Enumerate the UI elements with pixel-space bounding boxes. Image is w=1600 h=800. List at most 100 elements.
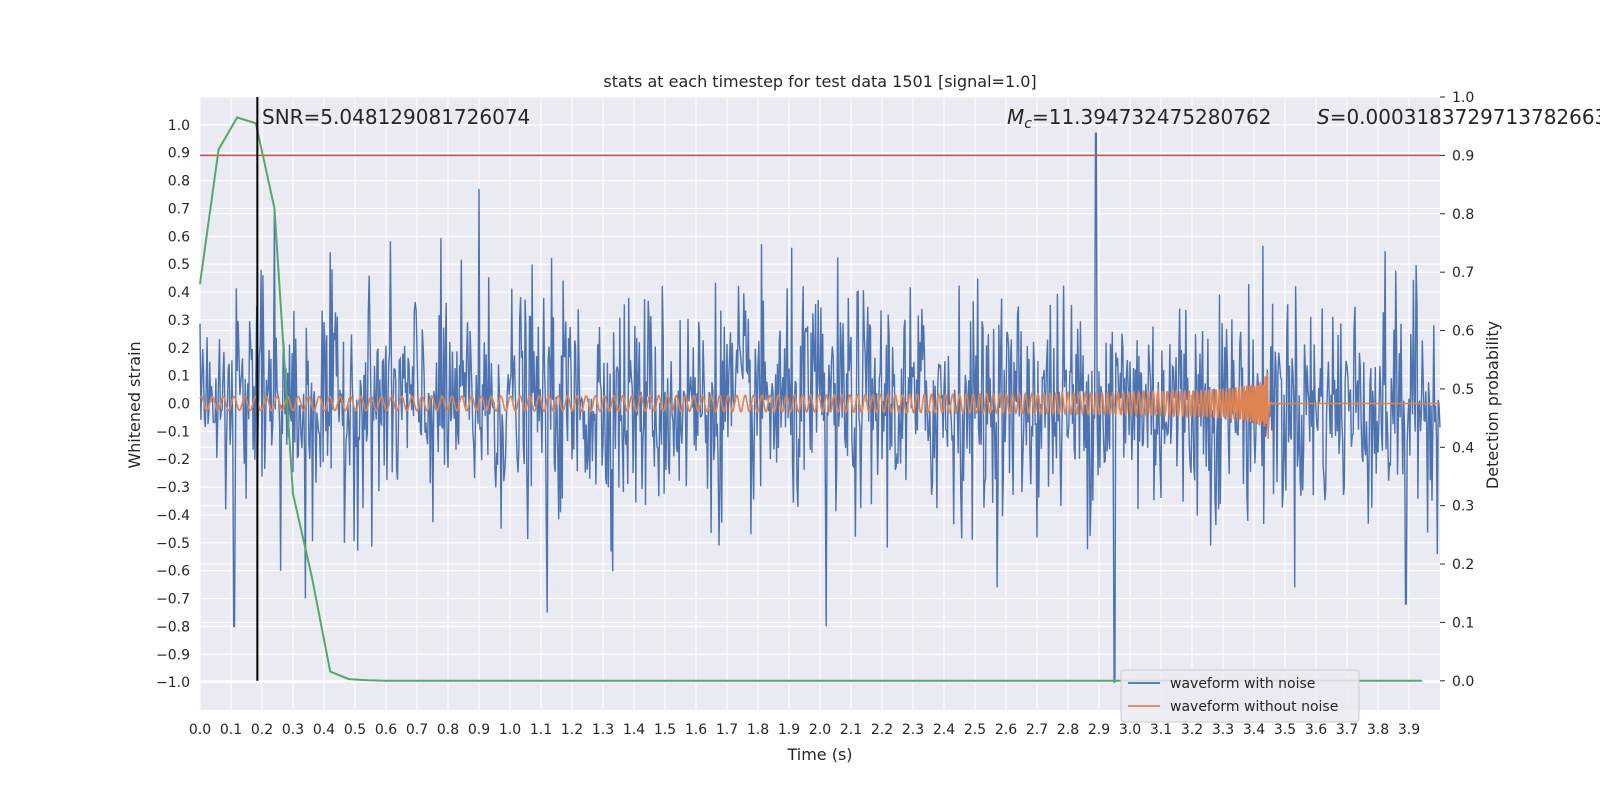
x-tick-label: 1.4 — [623, 722, 645, 738]
x-tick-label: 2.3 — [902, 722, 924, 738]
x-tick-label: 1.0 — [499, 722, 521, 738]
detection-probability-point — [1420, 680, 1423, 682]
s-symbol: S — [1317, 105, 1330, 129]
y-tick-label: −0.8 — [156, 619, 190, 635]
x-tick-label: 0.2 — [251, 722, 273, 738]
x-tick-label: 3.8 — [1367, 722, 1389, 738]
detection-probability-point — [664, 680, 666, 682]
x-axis-label: Time (s) — [786, 745, 852, 764]
y-right-tick-label: 0.0 — [1452, 674, 1474, 690]
y-right-tick-label: 1.0 — [1452, 90, 1474, 106]
x-tick-label: 2.4 — [933, 722, 955, 738]
detection-probability-point — [329, 670, 332, 673]
x-tick-label: 3.0 — [1119, 722, 1141, 738]
y-tick-label: −0.6 — [156, 564, 190, 580]
y-right-tick-label: 0.2 — [1452, 557, 1474, 573]
x-tick-label: 0.7 — [406, 722, 428, 738]
detection-probability-point — [217, 148, 220, 151]
x-tick-label: 1.2 — [561, 722, 583, 738]
y-tick-label: −0.1 — [156, 424, 190, 440]
x-tick-label: 3.1 — [1150, 722, 1172, 738]
x-tick-label: 3.7 — [1336, 722, 1358, 738]
x-tick-label: 1.6 — [685, 722, 707, 738]
x-tick-label: 0.9 — [468, 722, 490, 738]
legend-label-clean: waveform without noise — [1170, 699, 1338, 715]
chirp-mass-value: =11.394732475280762 — [1032, 105, 1271, 129]
detection-probability-point — [385, 680, 387, 682]
legend-label-noisy: waveform with noise — [1170, 676, 1315, 692]
y-tick-label: 0.4 — [168, 285, 190, 301]
detection-probability-point — [199, 283, 201, 285]
y-tick-label: 0.9 — [168, 146, 190, 162]
chart-title: stats at each timestep for test data 150… — [603, 72, 1036, 91]
y-tick-label: 0.6 — [168, 229, 190, 245]
x-tick-label: 1.1 — [530, 722, 552, 738]
chirp-mass-annotation: Mc=11.394732475280762 — [1007, 105, 1271, 132]
x-tick-label: 3.2 — [1181, 722, 1203, 738]
y-tick-label: −0.9 — [156, 647, 190, 663]
y-tick-label: −0.3 — [156, 480, 190, 496]
detection-probability-point — [819, 680, 821, 682]
s-value: =0.0003183729713782663 — [1330, 105, 1600, 129]
detection-probability-point — [366, 679, 369, 681]
series-waveform-without-noise — [199, 372, 1440, 440]
y-tick-label: 0.1 — [168, 369, 190, 385]
y-right-tick-label: 0.6 — [1452, 324, 1474, 340]
x-tick-label: 1.7 — [716, 722, 738, 738]
x-tick-label: 3.9 — [1398, 722, 1420, 738]
x-tick-label: 1.8 — [747, 722, 769, 738]
x-tick-label: 1.9 — [778, 722, 800, 738]
detection-probability-point — [348, 678, 350, 680]
y-right-tick-label: 0.7 — [1452, 265, 1474, 281]
x-tick-label: 0.6 — [375, 722, 397, 738]
legend: waveform with noise waveform without noi… — [1120, 669, 1360, 723]
x-tick-label: 2.7 — [1026, 722, 1048, 738]
x-tick-label: 2.0 — [809, 722, 831, 738]
y-tick-label: 0.2 — [168, 341, 190, 357]
detection-probability-point — [236, 116, 238, 119]
x-tick-label: 0.0 — [189, 722, 211, 738]
x-tick-label: 2.1 — [840, 722, 862, 738]
y-tick-label: −0.5 — [156, 536, 190, 552]
detection-probability-point — [255, 122, 257, 125]
y-right-tick-label: 0.3 — [1452, 499, 1474, 515]
x-tick-label: 2.5 — [964, 722, 986, 738]
x-tick-label: 2.8 — [1057, 722, 1079, 738]
y-right-tick-label: 0.9 — [1452, 148, 1474, 164]
detection-probability-point — [310, 574, 313, 577]
y-tick-label: 0.0 — [168, 397, 190, 413]
y-tick-label: −0.4 — [156, 508, 190, 524]
detection-probability-point — [292, 493, 294, 495]
y-right-tick-label: 0.1 — [1452, 615, 1474, 631]
x-tick-label: 0.3 — [282, 722, 304, 738]
y-tick-label: −0.7 — [156, 592, 190, 608]
x-tick-label: 3.4 — [1243, 722, 1265, 738]
x-tick-label: 3.6 — [1305, 722, 1327, 738]
s-annotation: S=0.0003183729713782663 — [1317, 105, 1600, 129]
detection-probability-point — [478, 680, 480, 682]
y-right-tick-label: 0.5 — [1452, 382, 1474, 398]
y-tick-label: 0.3 — [168, 313, 190, 329]
snr-annotation: SNR=5.048129081726074 — [262, 105, 530, 129]
y-tick-label: −0.2 — [156, 452, 190, 468]
series-detection-probability — [199, 116, 1422, 682]
y-tick-label: −1.0 — [156, 675, 190, 691]
x-tick-label: 0.8 — [437, 722, 459, 738]
y-tick-label: 0.7 — [168, 201, 190, 217]
x-tick-label: 0.5 — [344, 722, 366, 738]
x-tick-label: 3.5 — [1274, 722, 1296, 738]
legend-box — [1120, 669, 1360, 723]
x-tick-label: 1.5 — [654, 722, 676, 738]
chirp-mass-symbol: M — [1007, 105, 1024, 129]
x-tick-label: 0.4 — [313, 722, 335, 738]
x-tick-label: 0.1 — [220, 722, 242, 738]
x-tick-label: 1.3 — [592, 722, 614, 738]
x-tick-label: 2.9 — [1088, 722, 1110, 738]
y-right-tick-label: 0.8 — [1452, 207, 1474, 223]
y-axis-label: Whitened strain — [125, 341, 144, 468]
detection-probability-point — [273, 207, 276, 209]
y-tick-label: 1.0 — [168, 118, 190, 134]
y-right-tick-label: 0.4 — [1452, 440, 1474, 456]
series-group — [199, 97, 1441, 683]
